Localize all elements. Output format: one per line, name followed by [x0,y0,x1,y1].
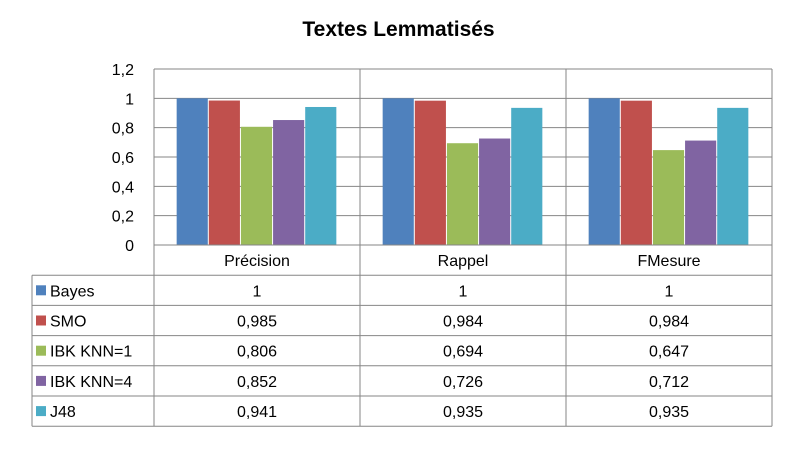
category-label: Précision [224,253,290,270]
bar-smo [414,100,446,246]
table-value: 0,852 [237,374,277,391]
legend-label: Bayes [50,283,94,300]
table-value: 0,935 [443,404,483,421]
bar-bayes [382,98,414,245]
bar-j48 [511,107,543,245]
table-value: 0,694 [443,344,483,361]
legend-label: J48 [50,404,76,421]
bar-ibk-knn-4 [479,138,511,245]
y-axis-ticks: 0 0,2 0,4 0,6 0,8 1 1,2 [112,62,134,255]
bar-ibk-knn-1 [446,143,479,245]
bar-j48 [717,107,749,245]
bar-ibk-knn-1 [652,150,685,245]
table-value: 0,647 [649,344,689,361]
category-label: FMesure [637,253,700,270]
table-value: 0,712 [649,374,689,391]
table-value: 0,984 [649,314,689,331]
bar-smo [620,100,652,246]
legend-key [36,375,46,386]
table-value: 0,806 [237,344,277,361]
table-value: 1 [665,283,674,300]
table-value: 1 [459,283,468,300]
bar-smo [208,100,240,246]
table-value: 0,935 [649,404,689,421]
legend-key [36,315,46,326]
bar-ibk-knn-1 [240,126,273,245]
y-tick-label: 1,2 [112,62,134,79]
category-label: Rappel [438,253,489,270]
bar-bayes [176,98,208,245]
chart-title: Textes Lemmatisés [302,18,495,41]
table-value: 0,985 [237,314,277,331]
y-tick-label: 0,2 [112,209,134,226]
y-tick-label: 1 [125,91,134,108]
bar-j48 [305,106,337,245]
table-value: 0,726 [443,374,483,391]
bars [176,98,749,246]
legend-key [36,406,46,417]
legend-label: SMO [50,314,86,331]
y-tick-label: 0,6 [112,150,134,167]
y-tick-label: 0,4 [112,179,134,196]
y-tick-label: 0,8 [112,121,134,138]
legend-label: IBK KNN=1 [50,344,132,361]
legend-label: IBK KNN=4 [50,374,132,391]
table-value: 1 [253,283,262,300]
bar-ibk-knn-4 [273,120,305,245]
bar-bayes [588,98,620,245]
bar-ibk-knn-4 [685,140,717,245]
y-tick-label: 0 [125,238,134,255]
table-value: 0,984 [443,314,483,331]
legend-key [36,345,46,356]
data-table: Précision Rappel FMesure Bayes 1 1 1 SMO 0,985 0,… [31,244,773,427]
table-value: 0,941 [237,404,277,421]
legend-key [36,285,46,296]
